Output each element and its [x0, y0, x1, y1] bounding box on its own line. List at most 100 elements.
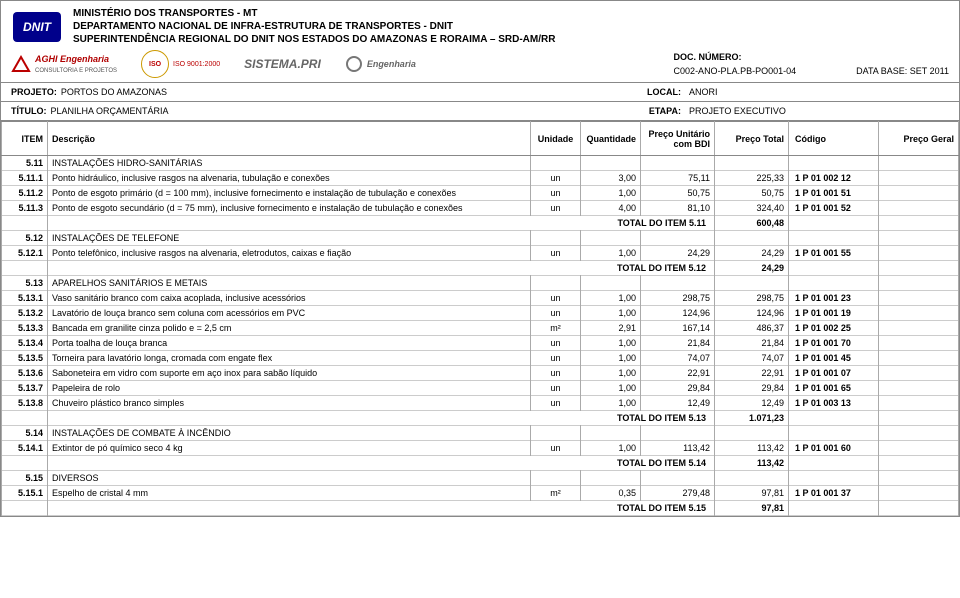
cell-pu: [641, 471, 715, 486]
cell-un: un: [531, 171, 581, 186]
cell-total-value: 600,48: [715, 216, 789, 231]
table-row: 5.12.1Ponto telefônico, inclusive rasgos…: [2, 246, 959, 261]
cell-pu: 124,96: [641, 306, 715, 321]
cell-pg: [879, 366, 959, 381]
cell-qtd: 1,00: [581, 366, 641, 381]
eng-name: Engenharia: [367, 59, 416, 69]
cell-pg: [879, 261, 959, 276]
partner-logo-iso: ISO ISO 9001:2000: [141, 50, 220, 78]
cell-cod: [789, 261, 879, 276]
partner-logo-row: AGHI Engenharia CONSULTORIA E PROJETOS I…: [1, 48, 959, 82]
cell-pg: [879, 306, 959, 321]
cell-pg: [879, 501, 959, 516]
cell-cod: 1 P 01 001 51: [789, 186, 879, 201]
cell-pt: 29,84: [715, 381, 789, 396]
cell-desc: Porta toalha de louça branca: [48, 336, 531, 351]
cell-pg: [879, 486, 959, 501]
cell-desc: INSTALAÇÕES HIDRO-SANITÁRIAS: [48, 156, 531, 171]
cell-pt: [715, 231, 789, 246]
header-block: DNIT MINISTÉRIO DOS TRANSPORTES - MT DEP…: [1, 1, 959, 48]
titulo-value: PLANILHA ORÇAMENTÁRIA: [51, 106, 169, 116]
etapa-value: PROJETO EXECUTIVO: [689, 106, 949, 116]
cell-item: 5.13.6: [2, 366, 48, 381]
cell-un: m²: [531, 321, 581, 336]
cell-qtd: 4,00: [581, 201, 641, 216]
dnit-logo: DNIT: [11, 9, 63, 45]
cell-total-label: TOTAL DO ITEM 5.12: [48, 261, 715, 276]
cell-cod: 1 P 01 001 23: [789, 291, 879, 306]
titulo-label: TÍTULO:: [11, 106, 47, 116]
partner-logo-sistema: SISTEMA.PRI: [244, 57, 321, 71]
cell-un: m²: [531, 486, 581, 501]
cell-item: [2, 261, 48, 276]
table-row: 5.13.2Lavatório de louça branco sem colu…: [2, 306, 959, 321]
cell-qtd: 1,00: [581, 186, 641, 201]
table-row: 5.11.3Ponto de esgoto secundário (d = 75…: [2, 201, 959, 216]
th-desc: Descrição: [48, 122, 531, 156]
cell-pg: [879, 336, 959, 351]
cell-pt: 12,49: [715, 396, 789, 411]
cell-un: [531, 426, 581, 441]
table-row: 5.13.7Papeleira de roloun1,0029,8429,841…: [2, 381, 959, 396]
cell-qtd: [581, 426, 641, 441]
cell-item: 5.15: [2, 471, 48, 486]
table-row: TOTAL DO ITEM 5.14113,42: [2, 456, 959, 471]
cell-pg: [879, 276, 959, 291]
cell-desc: Espelho de cristal 4 mm: [48, 486, 531, 501]
cell-desc: Vaso sanitário branco com caixa acoplada…: [48, 291, 531, 306]
cell-un: [531, 156, 581, 171]
table-row: TOTAL DO ITEM 5.1597,81: [2, 501, 959, 516]
cell-pg: [879, 456, 959, 471]
cell-un: un: [531, 336, 581, 351]
cell-pu: 22,91: [641, 366, 715, 381]
cell-pu: 298,75: [641, 291, 715, 306]
th-quantidade: Quantidade: [581, 122, 641, 156]
iso-badge-icon: ISO: [141, 50, 169, 78]
cell-qtd: 1,00: [581, 306, 641, 321]
cell-un: un: [531, 246, 581, 261]
cell-pt: [715, 426, 789, 441]
cell-qtd: [581, 471, 641, 486]
cell-cod: [789, 501, 879, 516]
cell-desc: Ponto telefônico, inclusive rasgos na al…: [48, 246, 531, 261]
table-row: 5.14.1Extintor de pó químico seco 4 kgun…: [2, 441, 959, 456]
th-preco-unitario: Preço Unitário com BDI: [641, 122, 715, 156]
cell-qtd: 1,00: [581, 246, 641, 261]
projeto-value: PORTOS DO AMAZONAS: [61, 87, 167, 97]
cell-qtd: 3,00: [581, 171, 641, 186]
cell-cod: [789, 231, 879, 246]
cell-pt: 486,37: [715, 321, 789, 336]
cell-desc: Papeleira de rolo: [48, 381, 531, 396]
cell-item: 5.11.3: [2, 201, 48, 216]
table-header-row: ITEM Descrição Unidade Quantidade Preço …: [2, 122, 959, 156]
table-row: 5.13.3Bancada em granilite cinza polido …: [2, 321, 959, 336]
cell-item: 5.13.8: [2, 396, 48, 411]
header-line3: SUPERINTENDÊNCIA REGIONAL DO DNIT NOS ES…: [73, 34, 555, 45]
cell-desc: Bancada em granilite cinza polido e = 2,…: [48, 321, 531, 336]
page-container: DNIT MINISTÉRIO DOS TRANSPORTES - MT DEP…: [0, 0, 960, 517]
cell-pu: [641, 156, 715, 171]
cell-item: 5.14.1: [2, 441, 48, 456]
cell-cod: 1 P 01 001 45: [789, 351, 879, 366]
doc-meta: DOC. NÚMERO: C002-ANO-PLA.PB-PO001-04 DA…: [674, 52, 949, 76]
cell-total-label: TOTAL DO ITEM 5.15: [48, 501, 715, 516]
cell-item: [2, 501, 48, 516]
cell-pu: 12,49: [641, 396, 715, 411]
cell-pu: 29,84: [641, 381, 715, 396]
cell-cod: 1 P 01 001 55: [789, 246, 879, 261]
cell-pg: [879, 156, 959, 171]
dnit-logo-mark: DNIT: [13, 12, 61, 42]
cell-total-label: TOTAL DO ITEM 5.14: [48, 456, 715, 471]
cell-pu: 74,07: [641, 351, 715, 366]
cell-item: 5.13.1: [2, 291, 48, 306]
th-unidade: Unidade: [531, 122, 581, 156]
cell-pu: 50,75: [641, 186, 715, 201]
table-body: 5.11INSTALAÇÕES HIDRO-SANITÁRIAS5.11.1Po…: [2, 156, 959, 516]
cell-item: 5.13: [2, 276, 48, 291]
project-bar: PROJETO: PORTOS DO AMAZONAS LOCAL: ANORI: [1, 82, 959, 102]
cell-qtd: [581, 231, 641, 246]
cell-desc: Extintor de pó químico seco 4 kg: [48, 441, 531, 456]
table-row: 5.13APARELHOS SANITÁRIOS E METAIS: [2, 276, 959, 291]
partner-logo-eng: Engenharia: [345, 55, 416, 73]
cell-cod: 1 P 01 001 37: [789, 486, 879, 501]
